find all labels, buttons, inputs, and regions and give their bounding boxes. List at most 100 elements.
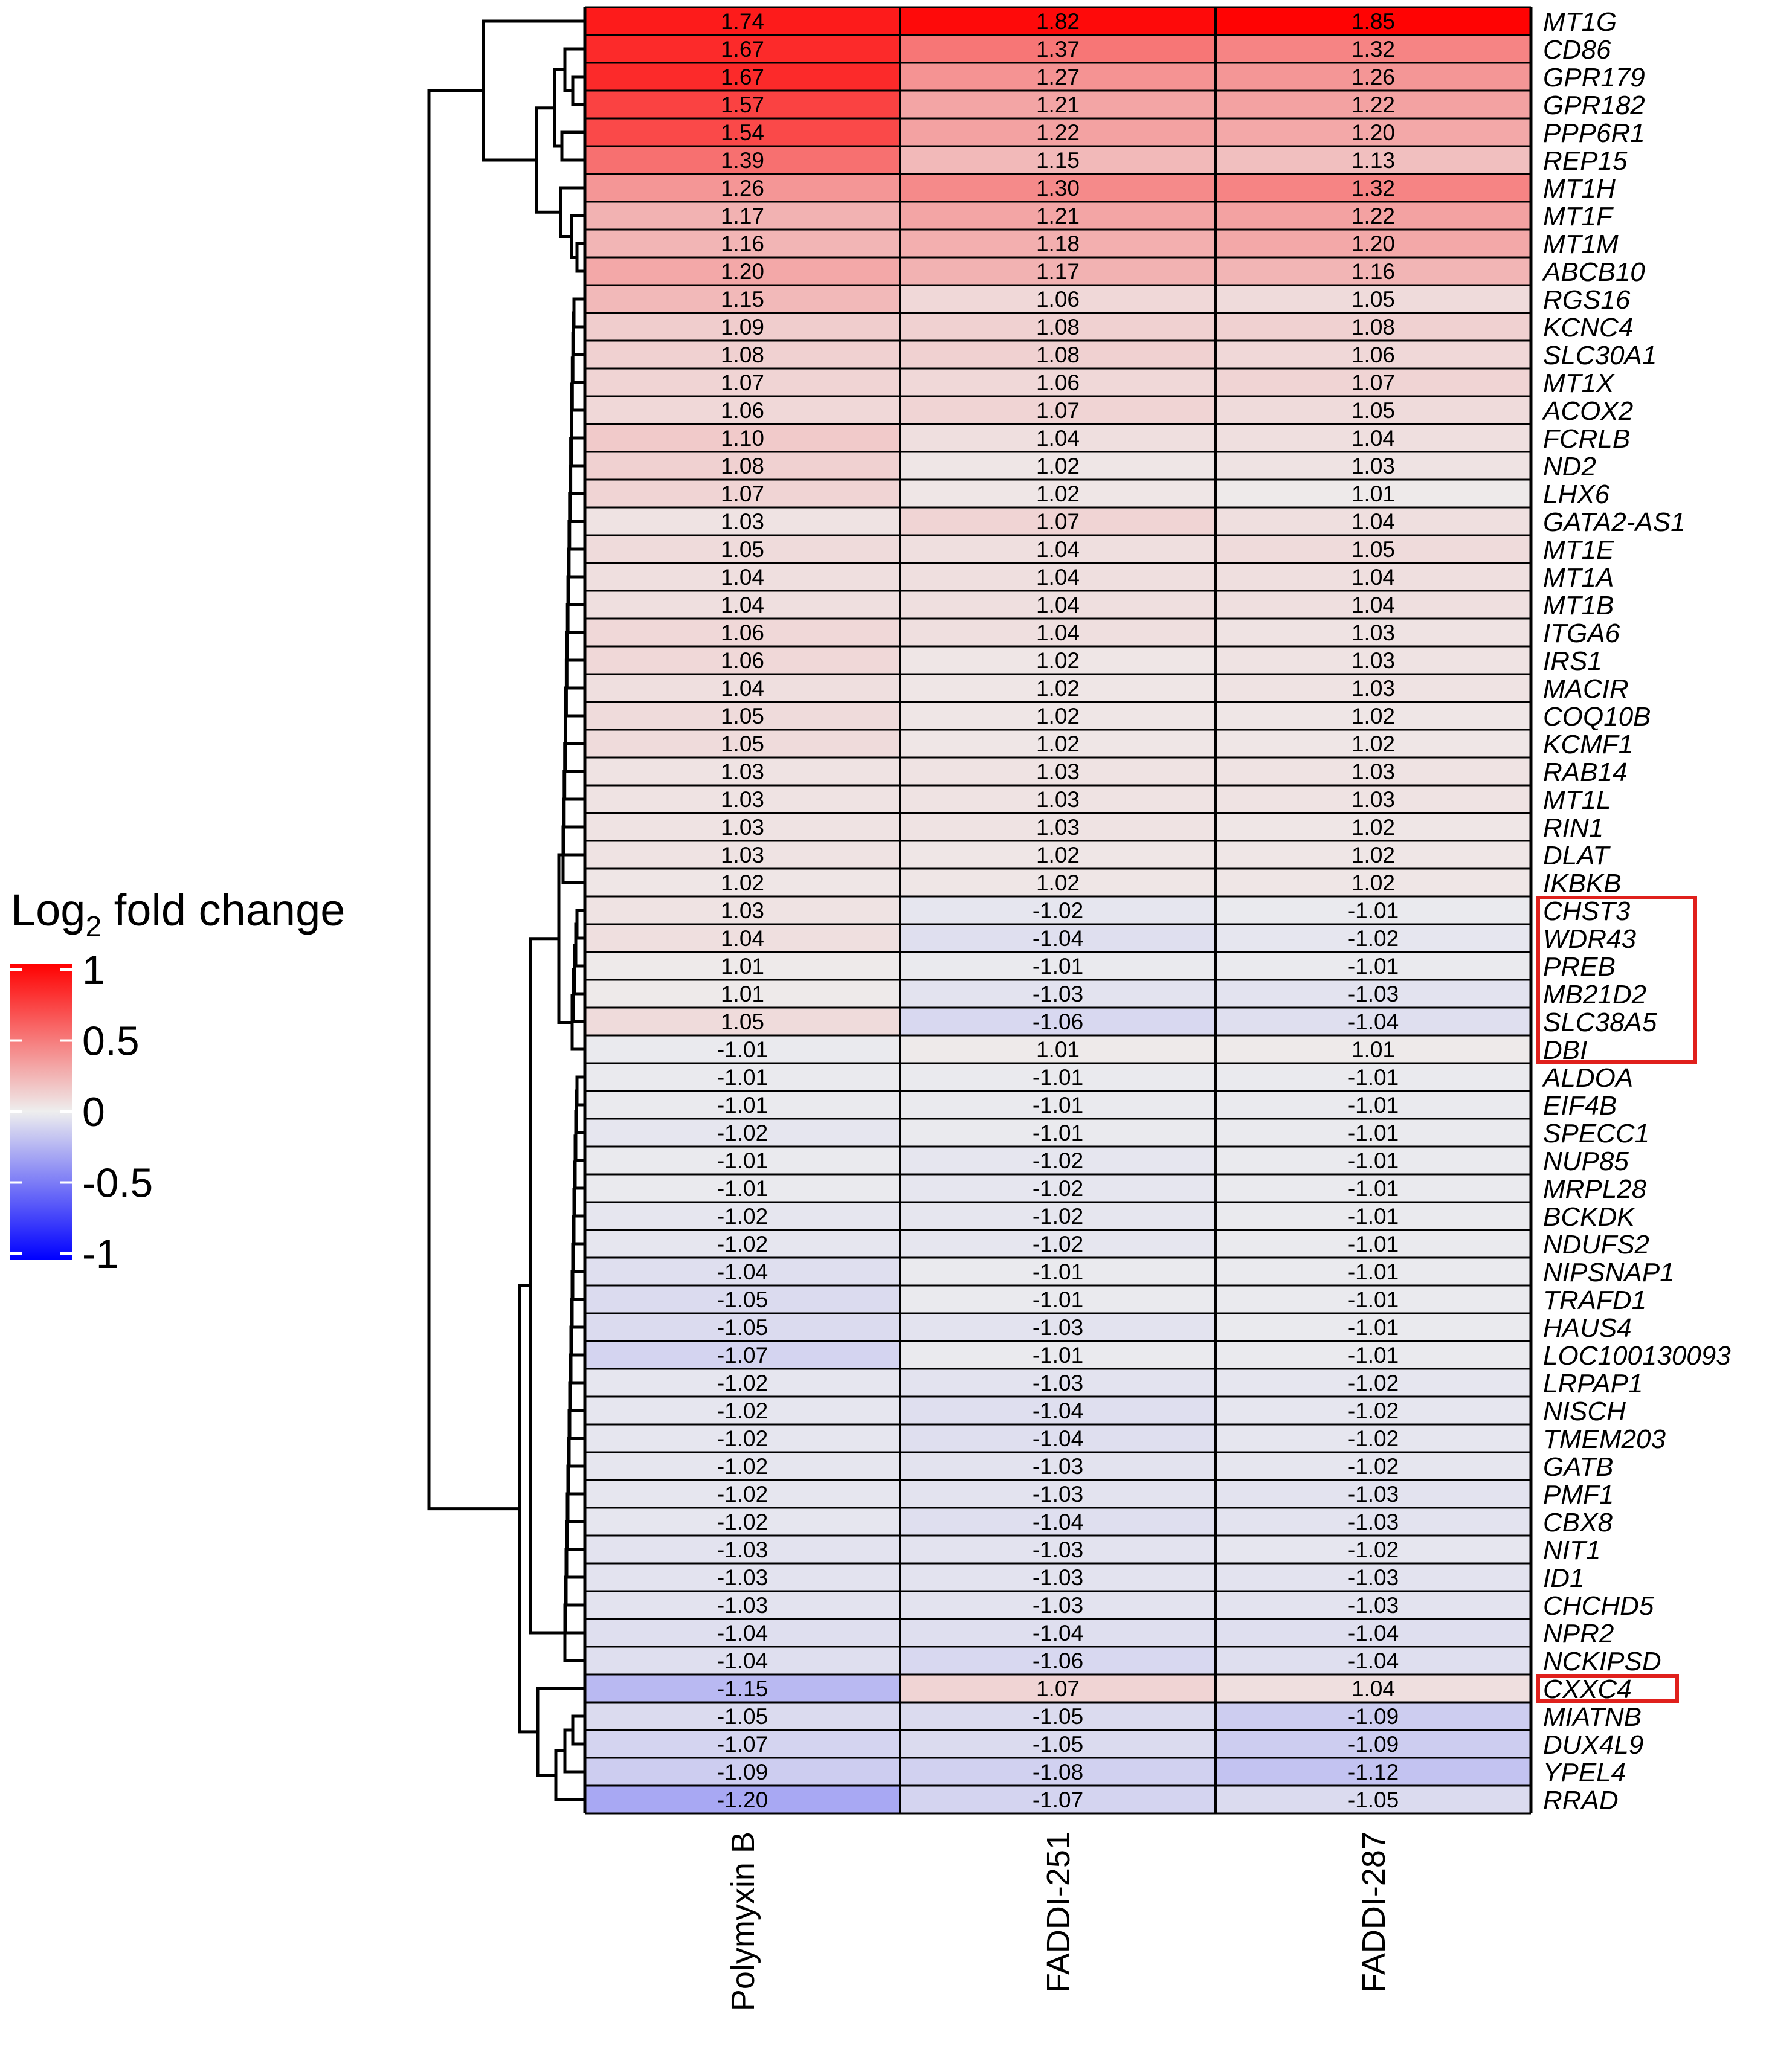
cell-value-label: -1.01 (1348, 1232, 1399, 1256)
heatmap-cell (585, 1563, 900, 1591)
cell-value-label: -1.02 (717, 1482, 768, 1507)
dendrogram-branch (536, 1687, 585, 1777)
gene-label: ITGA6 (1543, 619, 1620, 648)
gene-label: MT1X (1543, 368, 1615, 398)
cell-value-label: -1.01 (1348, 1065, 1399, 1090)
dendrogram-branch (427, 89, 520, 1511)
highlight-box (1536, 896, 1697, 1064)
color-legend: Log2 fold change 1 0.5 0 -0.5 -1 (10, 885, 345, 1277)
heatmap-cell (900, 1702, 1216, 1730)
heatmap-cell (1216, 1730, 1531, 1758)
cell-value-label: 1.09 (721, 315, 764, 339)
gene-label: PPP6R1 (1543, 118, 1645, 148)
heatmap-cell (900, 1730, 1216, 1758)
heatmap-cell (585, 1313, 900, 1341)
gene-labels: MT1GCD86GPR179GPR182PPP6R1REP15MT1HMT1FM… (1541, 7, 1731, 1815)
heatmap-cell (1216, 1591, 1531, 1619)
cell-value-label: 1.04 (1352, 593, 1395, 617)
heatmap-cell (900, 674, 1216, 702)
cell-value-label: -1.04 (1033, 1426, 1083, 1451)
gene-label: TRAFD1 (1543, 1285, 1646, 1315)
cell-value-label: 1.07 (1036, 1676, 1080, 1701)
heatmap-cell (585, 1147, 900, 1174)
cell-value-label: -1.01 (1348, 1176, 1399, 1201)
gene-label: DUX4L9 (1543, 1730, 1643, 1760)
heatmap-cell (585, 1258, 900, 1285)
heatmap-cell (1216, 924, 1531, 952)
heatmap-cell (1216, 91, 1531, 118)
heatmap-cell (1216, 118, 1531, 146)
heatmap-cell (585, 591, 900, 619)
cell-value-label: 1.01 (1352, 1037, 1395, 1062)
gene-label: HAUS4 (1543, 1313, 1632, 1343)
gene-label: MACIR (1543, 674, 1629, 704)
heatmap-cell (585, 1647, 900, 1675)
heatmap-cell (1216, 313, 1531, 341)
heatmap-cell (585, 1119, 900, 1147)
cell-value-label: 1.03 (1036, 815, 1080, 840)
heatmap-cell (585, 424, 900, 452)
heatmap-cell (900, 452, 1216, 480)
cell-value-label: 1.01 (721, 982, 764, 1006)
dendrogram-branch (529, 937, 565, 1635)
cell-value-label: -1.04 (717, 1260, 768, 1284)
cell-value-label: -1.01 (717, 1065, 768, 1090)
cell-value-label: 1.02 (1036, 676, 1080, 701)
cell-value-label: -1.03 (1348, 1482, 1399, 1507)
heatmap-cell (1216, 1091, 1531, 1119)
cell-value-label: -1.07 (1033, 1787, 1083, 1812)
heatmap-cell (900, 1147, 1216, 1174)
heatmap-cell (585, 1341, 900, 1369)
highlight-boxes (1536, 896, 1697, 1703)
heatmap-cell (585, 619, 900, 646)
gene-label: PREB (1543, 952, 1616, 982)
cell-value-label: -1.03 (1033, 1593, 1083, 1618)
heatmap-cell (585, 785, 900, 813)
cell-value-label: 1.26 (1352, 65, 1395, 89)
cell-value-label: 1.20 (1352, 120, 1395, 145)
cell-value-label: -1.09 (1348, 1732, 1399, 1757)
heatmap-cell (585, 1230, 900, 1258)
cell-value-label: -1.04 (717, 1621, 768, 1646)
heatmap-cell (1216, 35, 1531, 63)
cell-value-label: 1.06 (721, 398, 764, 423)
heatmap-cell (1216, 1619, 1531, 1647)
cell-value-label: -1.01 (1348, 1315, 1399, 1340)
cell-value-label: -1.03 (1033, 1371, 1083, 1395)
cell-value-label: -1.05 (717, 1287, 768, 1312)
cell-value-label: 1.07 (721, 370, 764, 395)
heatmap-cell (585, 146, 900, 174)
cell-value-label: 1.07 (1036, 509, 1080, 534)
cell-value-label: -1.02 (1033, 898, 1083, 923)
cell-value-label: -1.03 (1033, 1565, 1083, 1590)
heatmap-cell (585, 952, 900, 980)
cell-value-label: -1.03 (1348, 1565, 1399, 1590)
gene-label: NIT1 (1543, 1536, 1600, 1565)
heatmap-cell (900, 230, 1216, 257)
heatmap-cell (585, 1174, 900, 1202)
heatmap-cell (1216, 1369, 1531, 1397)
cell-value-label: 1.06 (1036, 370, 1080, 395)
cell-value-label: 1.16 (1352, 259, 1395, 284)
cell-value-label: 1.04 (721, 593, 764, 617)
heatmap-cell (900, 1508, 1216, 1536)
heatmap-cell (900, 952, 1216, 980)
cell-value-label: -1.05 (1033, 1704, 1083, 1729)
cell-value-label: -1.01 (1033, 1260, 1083, 1284)
cell-value-label: 1.02 (1352, 843, 1395, 867)
heatmap-cell (900, 1119, 1216, 1147)
cell-value-label: -1.05 (1348, 1787, 1399, 1812)
heatmap-cell (900, 174, 1216, 202)
cell-value-label: -1.02 (717, 1371, 768, 1395)
cell-value-label: -1.01 (1348, 1204, 1399, 1229)
heatmap-cell (900, 702, 1216, 730)
heatmap-cells (585, 7, 1531, 1813)
gene-label: MT1E (1543, 535, 1614, 565)
cell-value-label: 1.05 (721, 704, 764, 729)
gene-label: MT1H (1543, 174, 1616, 204)
heatmap-cell (585, 1619, 900, 1647)
gene-label: MIATNB (1543, 1702, 1642, 1732)
cell-value-label: -1.04 (1033, 1621, 1083, 1646)
heatmap-cell (585, 1369, 900, 1397)
cell-value-label: -1.05 (1033, 1732, 1083, 1757)
